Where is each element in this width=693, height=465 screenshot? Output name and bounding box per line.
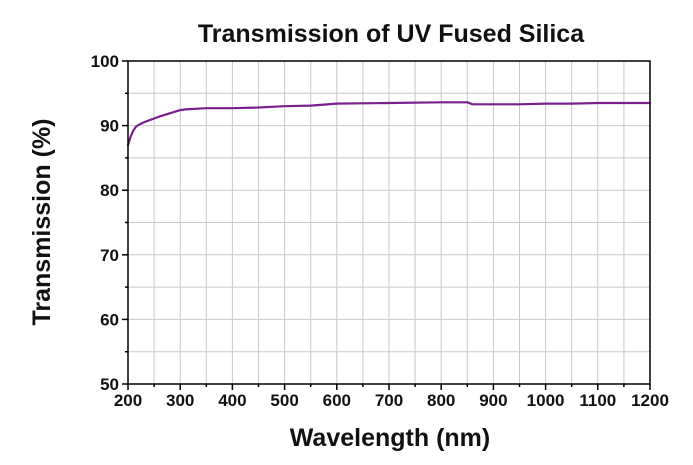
x-tick-label: 900 [479, 391, 507, 410]
plot-frame [127, 60, 651, 385]
y-tick-label: 80 [100, 181, 119, 200]
x-axis-label: Wavelength (nm) [290, 424, 490, 452]
x-tick-label: 400 [218, 391, 246, 410]
x-tick-label: 200 [114, 391, 142, 410]
x-tick-label: 300 [166, 391, 194, 410]
y-tick-label: 50 [100, 375, 119, 394]
y-tick-label: 90 [100, 117, 119, 136]
x-tick-label: 600 [323, 391, 351, 410]
x-tick-label: 1200 [631, 391, 669, 410]
series-layer [126, 101, 652, 147]
grid [128, 61, 650, 384]
y-tick-labels: 50 60 70 80 90 100 [91, 52, 119, 394]
x-tick-labels: 200 300 400 500 600 700 800 900 1000 1100 1200 [114, 391, 669, 410]
axis-ticks [122, 60, 651, 390]
x-tick-label: 1100 [579, 391, 616, 410]
y-tick-label: 60 [100, 310, 119, 329]
x-tick-label: 800 [427, 391, 455, 410]
y-axis-label: Transmission (%) [28, 119, 56, 326]
y-tick-label: 70 [100, 246, 119, 265]
series-line-uv-fused-silica [126, 101, 652, 147]
x-tick-label: 500 [270, 391, 298, 410]
y-tick-label: 100 [91, 52, 119, 71]
chart-title: Transmission of UV Fused Silica [198, 20, 585, 48]
x-tick-label: 700 [375, 391, 403, 410]
x-tick-label: 1000 [527, 391, 565, 410]
